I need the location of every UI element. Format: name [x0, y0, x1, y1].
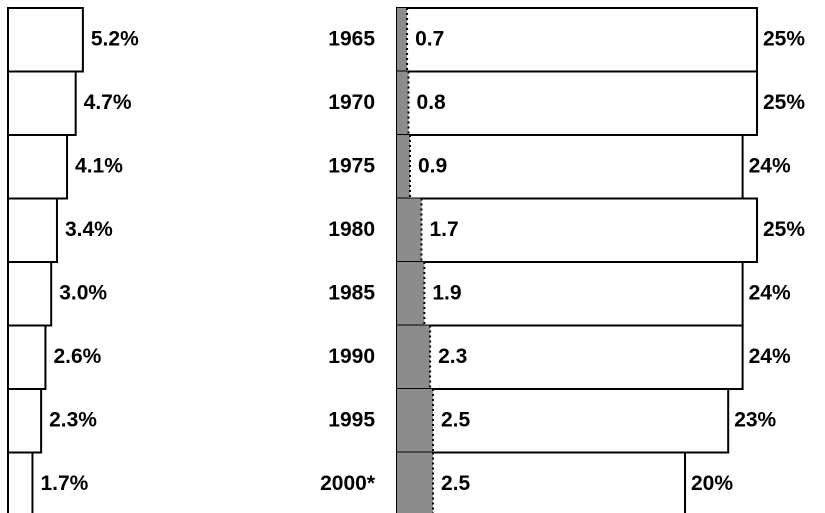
bar [7, 7, 84, 73]
bar-segment [397, 198, 422, 262]
year-label: 1970 [328, 91, 375, 114]
bar-segment [397, 325, 431, 389]
bar [7, 388, 43, 454]
bar [396, 70, 758, 136]
bar [396, 134, 744, 200]
value-label: 25% [763, 91, 805, 114]
value-label: 1.7% [40, 472, 88, 495]
bar-segment [397, 135, 410, 199]
year-label: 1985 [328, 281, 375, 304]
value-label: 2.3 [438, 345, 467, 368]
bar-segment [397, 452, 433, 513]
bar [7, 324, 47, 390]
year-label: 1990 [328, 345, 375, 368]
value-label: 0.8 [417, 91, 447, 114]
value-label: 2.5 [441, 408, 471, 431]
bar-segment [397, 262, 425, 326]
bar [7, 261, 53, 327]
value-label: 5.2% [91, 27, 139, 50]
value-label: 1.7 [429, 218, 458, 241]
value-label: 4.7% [84, 91, 132, 114]
bar [7, 134, 69, 200]
value-label: 0.7 [415, 27, 444, 50]
year-label: 1965 [328, 27, 375, 50]
value-label: 2.6% [53, 345, 101, 368]
value-label: 24% [749, 281, 791, 304]
bar [396, 451, 686, 513]
year-label: 2000* [320, 472, 376, 495]
value-label: 3.4% [65, 218, 113, 241]
value-label: 24% [749, 345, 791, 368]
value-label: 2.5 [441, 472, 471, 495]
bar-segment [397, 389, 433, 453]
value-label: 23% [734, 408, 776, 431]
bar [396, 324, 744, 390]
value-label: 4.1% [75, 154, 123, 177]
value-label: 3.0% [59, 281, 107, 304]
bar-segment [397, 8, 408, 72]
year-label: 1995 [328, 408, 375, 431]
year-label: 1975 [328, 154, 375, 177]
value-label: 0.9 [418, 154, 447, 177]
bar-segment [397, 71, 409, 135]
value-label: 24% [749, 154, 791, 177]
bar [7, 451, 34, 513]
bar [396, 7, 758, 73]
value-label: 1.9 [432, 281, 461, 304]
bar [7, 70, 77, 136]
value-label: 20% [691, 472, 733, 495]
value-label: 25% [763, 218, 805, 241]
year-label: 1980 [328, 218, 375, 241]
value-label: 25% [763, 27, 805, 50]
value-label: 2.3% [49, 408, 97, 431]
bar [7, 197, 58, 263]
